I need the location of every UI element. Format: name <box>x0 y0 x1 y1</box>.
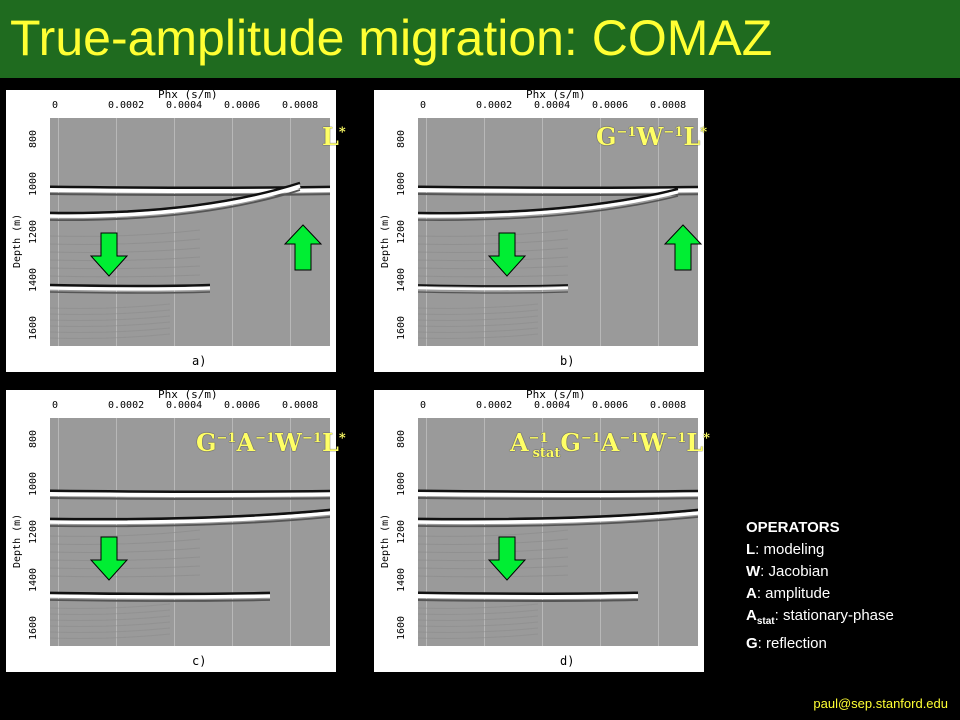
seismic-image <box>50 118 330 346</box>
y-axis-title: Depth (m) <box>380 513 391 568</box>
operator-formula-c: G−1A−1W−1L* <box>196 428 346 457</box>
legend-item-a: A: amplitude <box>746 585 831 602</box>
y-tick-label: 1200 <box>28 219 39 244</box>
seismic-image <box>418 118 698 346</box>
seismic-image <box>418 418 698 646</box>
legend-item-astat: Astat: stationary-phase <box>746 607 894 627</box>
x-tick-label: 0.0002 <box>476 400 513 411</box>
operator-formula-d: A−1statG−1A−1W−1L* <box>510 428 710 461</box>
x-tick-label: 0.0002 <box>476 100 513 111</box>
legend-item-l: L: modeling <box>746 541 825 558</box>
y-tick-label: 1000 <box>396 171 407 196</box>
panel-b: Phx (s/m) 0 0.0002 0.0004 0.0006 0.0008 800 100… <box>374 88 704 372</box>
x-axis-title: Phx (s/m) <box>526 88 586 101</box>
x-tick-label: 0.0004 <box>534 100 571 111</box>
y-tick-label: 1400 <box>28 267 39 292</box>
y-tick-label: 1200 <box>396 519 407 544</box>
legend-item-g: G: reflection <box>746 635 827 652</box>
arrow-up-icon <box>283 224 323 271</box>
x-tick-label: 0 <box>420 100 427 111</box>
x-tick-label: 0.0004 <box>166 100 203 111</box>
slide-title: True-amplitude migration: COMAZ <box>10 10 773 66</box>
panel-a: Phx (s/m) 0 0.0002 0.0004 0.0006 0.0008 800 100… <box>6 88 336 372</box>
x-tick-label: 0 <box>420 400 427 411</box>
x-axis-title: Phx (s/m) <box>526 388 586 401</box>
arrow-down-icon <box>89 232 129 277</box>
x-tick-label: 0.0002 <box>108 400 145 411</box>
x-tick-label: 0.0004 <box>166 400 203 411</box>
x-tick-label: 0.0008 <box>282 100 319 111</box>
y-tick-label: 1200 <box>28 519 39 544</box>
x-tick-label: 0 <box>52 100 59 111</box>
y-axis-title: Depth (m) <box>380 213 391 268</box>
y-axis-title: Depth (m) <box>12 213 23 268</box>
y-tick-label: 1400 <box>28 567 39 592</box>
x-tick-label: 0.0008 <box>282 400 319 411</box>
x-tick-label: 0.0006 <box>592 400 629 411</box>
x-tick-label: 0.0006 <box>224 100 261 111</box>
footer-email: paul@sep.stanford.edu <box>813 696 948 711</box>
y-tick-label: 1600 <box>28 615 39 640</box>
y-tick-label: 1000 <box>28 171 39 196</box>
y-tick-label: 800 <box>396 429 407 448</box>
y-tick-label: 1000 <box>396 471 407 496</box>
title-bar <box>0 0 960 78</box>
y-axis-title: Depth (m) <box>12 513 23 568</box>
y-tick-label: 1000 <box>28 471 39 496</box>
x-tick-label: 0.0006 <box>224 400 261 411</box>
y-tick-label: 1200 <box>396 219 407 244</box>
panel-c: Phx (s/m) 0 0.0002 0.0004 0.0006 0.0008 800 100… <box>6 388 336 672</box>
panel-caption: b) <box>560 354 575 368</box>
x-tick-label: 0.0008 <box>650 100 687 111</box>
x-tick-label: 0.0002 <box>108 100 145 111</box>
y-tick-label: 1600 <box>396 315 407 340</box>
y-tick-label: 800 <box>396 129 407 148</box>
y-tick-label: 1600 <box>396 615 407 640</box>
y-tick-label: 1400 <box>396 567 407 592</box>
legend-item-w: W: Jacobian <box>746 563 829 580</box>
x-tick-label: 0.0006 <box>592 100 629 111</box>
arrow-down-icon <box>487 232 527 277</box>
arrow-up-icon <box>663 224 703 271</box>
x-axis-title: Phx (s/m) <box>158 388 218 401</box>
y-tick-label: 1400 <box>396 267 407 292</box>
panel-caption: c) <box>192 654 207 668</box>
x-tick-label: 0.0004 <box>534 400 571 411</box>
x-tick-label: 0 <box>52 400 59 411</box>
operator-formula-a: L* <box>322 122 346 151</box>
y-tick-label: 800 <box>28 429 39 448</box>
panel-d: Phx (s/m) 0 0.0002 0.0004 0.0006 0.0008 800 100… <box>374 388 704 672</box>
y-tick-label: 800 <box>28 129 39 148</box>
operators-legend: OPERATORS L: modeling W: Jacobian A: amp… <box>746 517 894 655</box>
arrow-down-icon <box>487 536 527 581</box>
panel-caption: d) <box>560 654 575 668</box>
legend-heading: OPERATORS <box>746 519 840 536</box>
operator-formula-b: G−1W−1L* <box>596 122 708 151</box>
x-axis-title: Phx (s/m) <box>158 88 218 101</box>
panel-caption: a) <box>192 354 207 368</box>
x-tick-label: 0.0008 <box>650 400 687 411</box>
seismic-image <box>50 418 330 646</box>
y-tick-label: 1600 <box>28 315 39 340</box>
arrow-down-icon <box>89 536 129 581</box>
